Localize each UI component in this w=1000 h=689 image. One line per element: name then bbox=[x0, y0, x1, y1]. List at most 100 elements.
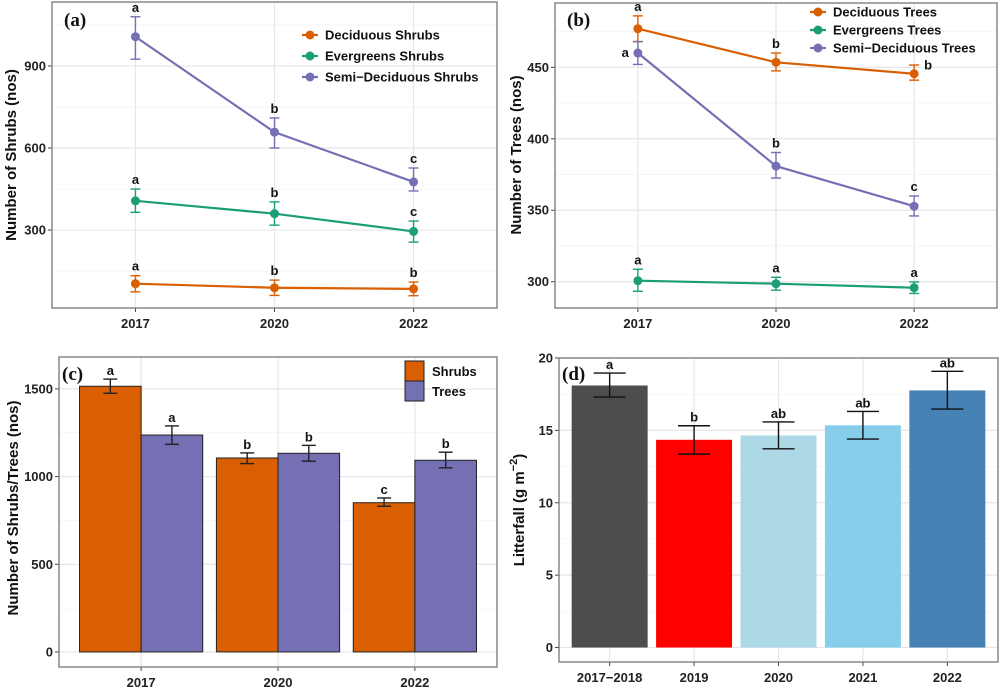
bar bbox=[140, 434, 204, 653]
y-tick-label: 10 bbox=[539, 495, 553, 510]
legend-label: Trees bbox=[432, 384, 466, 399]
bar bbox=[571, 385, 648, 648]
legend-key-point bbox=[813, 7, 823, 17]
panel-label: (d) bbox=[562, 364, 585, 385]
y-tick-label: 15 bbox=[539, 423, 553, 438]
bar bbox=[824, 425, 901, 648]
y-tick-label: 5 bbox=[546, 568, 553, 583]
x-tick-label: 2022 bbox=[399, 316, 428, 331]
y-axis-title: Number of Shrubs/Trees (nos) bbox=[5, 400, 22, 615]
plot-border bbox=[558, 357, 999, 663]
data-point bbox=[270, 209, 279, 219]
significance-letter: c bbox=[410, 204, 417, 219]
significance-letter: b bbox=[924, 58, 932, 73]
significance-letter: ab bbox=[940, 355, 955, 370]
y-axis-title-close: ) bbox=[511, 454, 528, 459]
x-tick-label: 2019 bbox=[680, 670, 709, 685]
x-tick-label: 2017 bbox=[623, 316, 652, 331]
significance-letter: b bbox=[772, 36, 780, 51]
bar bbox=[215, 457, 279, 653]
legend-key-point bbox=[813, 25, 823, 35]
panel-a: 300 600 900 2017 2020 2022 a b b Deciduous Shrubs… bbox=[3, 0, 498, 331]
x-tick-label: 2021 bbox=[848, 670, 877, 685]
data-point bbox=[633, 24, 643, 34]
legend-key bbox=[404, 380, 425, 402]
data-point bbox=[409, 284, 419, 294]
y-axis-title-superscript: −2 bbox=[508, 459, 520, 472]
plot-border bbox=[554, 2, 998, 309]
bar bbox=[277, 452, 341, 653]
bar bbox=[414, 459, 477, 653]
data-point bbox=[771, 161, 781, 171]
x-tick-label: 2022 bbox=[900, 316, 929, 331]
data-point bbox=[909, 69, 919, 79]
x-tick-label: 2020 bbox=[260, 316, 289, 331]
y-axis-title: Number of Trees (nos) bbox=[508, 75, 525, 234]
y-tick-label: 1500 bbox=[24, 381, 53, 396]
y-tick-label: 300 bbox=[527, 274, 549, 289]
bar bbox=[79, 385, 142, 653]
bar bbox=[656, 439, 733, 648]
significance-letter: b bbox=[442, 436, 450, 451]
data-point bbox=[130, 196, 140, 206]
y-axis-title: Litterfall (g m−2) bbox=[508, 454, 528, 567]
significance-letter: b bbox=[271, 263, 279, 278]
data-point bbox=[409, 177, 419, 187]
y-tick-label: 900 bbox=[24, 58, 46, 73]
significance-letter: b bbox=[271, 101, 279, 116]
y-tick-label: 0 bbox=[46, 644, 53, 659]
x-tick-label: 2017−2018 bbox=[577, 670, 642, 685]
significance-letter: a bbox=[606, 357, 614, 372]
plot-border bbox=[51, 1, 498, 309]
x-tick-label: 2017 bbox=[121, 316, 150, 331]
significance-letter: a bbox=[634, 252, 642, 267]
legend-key-point bbox=[305, 30, 315, 40]
significance-letter: b bbox=[772, 135, 780, 150]
y-tick-label: 20 bbox=[539, 351, 553, 366]
data-point bbox=[909, 201, 919, 211]
significance-letter: a bbox=[911, 265, 919, 280]
significance-letter: ab bbox=[855, 395, 870, 410]
legend-key-point bbox=[305, 51, 315, 61]
significance-letter: a bbox=[132, 259, 140, 274]
significance-letter: c bbox=[380, 482, 387, 497]
data-point bbox=[909, 283, 919, 293]
data-point bbox=[130, 32, 140, 42]
significance-letter: a bbox=[168, 410, 176, 425]
x-tick-label: 2022 bbox=[400, 675, 429, 689]
plot-border bbox=[58, 356, 498, 668]
data-point bbox=[633, 276, 643, 286]
significance-letter: c bbox=[410, 151, 417, 166]
bar bbox=[909, 390, 986, 648]
panel-b: 300 350 400 450 2017 2020 2022 a b b Deciduous Tre… bbox=[508, 0, 998, 331]
legend-key-point bbox=[305, 72, 315, 82]
significance-letter: ab bbox=[771, 406, 786, 421]
x-tick-label: 2017 bbox=[127, 675, 156, 689]
legend-label: Deciduous Shrubs bbox=[325, 28, 440, 43]
panel-label: (a) bbox=[64, 10, 86, 31]
x-tick-label: 2020 bbox=[764, 670, 793, 685]
significance-letter: c bbox=[911, 179, 918, 194]
legend-label: Semi−Deciduous Shrubs bbox=[325, 70, 479, 85]
y-tick-label: 300 bbox=[24, 223, 46, 238]
significance-letter: a bbox=[132, 172, 140, 187]
significance-letter: b bbox=[243, 437, 251, 452]
significance-letter: b bbox=[305, 429, 313, 444]
significance-letter: a bbox=[772, 260, 780, 275]
legend-key bbox=[404, 360, 425, 382]
data-point bbox=[130, 279, 140, 289]
legend-label: Evergreens Shrubs bbox=[325, 49, 444, 64]
data-point bbox=[771, 57, 781, 67]
y-tick-label: 500 bbox=[31, 557, 53, 572]
x-tick-label: 2020 bbox=[762, 316, 791, 331]
significance-letter: b bbox=[271, 185, 279, 200]
legend-label: Deciduous Trees bbox=[833, 5, 937, 20]
panel-label: (b) bbox=[567, 10, 590, 31]
y-tick-label: 350 bbox=[527, 203, 549, 218]
bar bbox=[740, 435, 817, 648]
significance-letter: b bbox=[690, 410, 698, 425]
data-point bbox=[270, 127, 279, 137]
data-point bbox=[270, 283, 279, 293]
panel-c: 0 500 1000 1500 2017 2020 2022 a b c Shrubs a b b Tree… bbox=[5, 356, 498, 689]
